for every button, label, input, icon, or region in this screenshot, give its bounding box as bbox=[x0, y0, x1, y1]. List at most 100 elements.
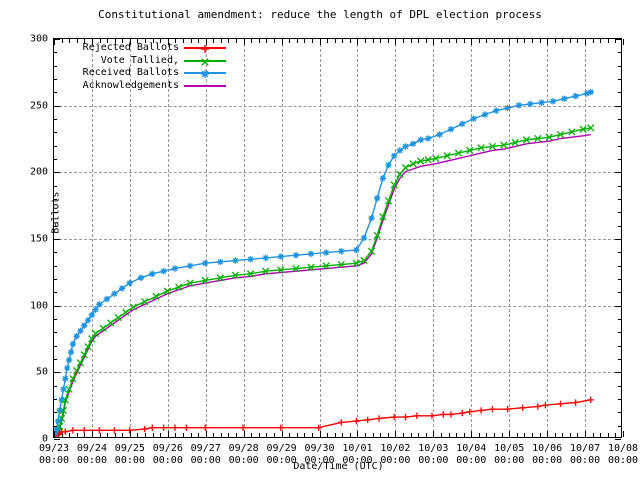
x-minor-tick bbox=[213, 433, 215, 437]
series-marker bbox=[114, 313, 122, 322]
series-marker bbox=[374, 195, 381, 202]
legend-key bbox=[184, 67, 226, 79]
y-minor-tick bbox=[54, 65, 57, 67]
x-tick-label: 09/24 00:00 bbox=[77, 443, 107, 467]
x-minor-tick bbox=[91, 39, 93, 43]
series-marker bbox=[409, 160, 417, 168]
x-minor-tick bbox=[516, 39, 518, 43]
x-minor-tick bbox=[448, 39, 450, 43]
series-line bbox=[55, 399, 591, 437]
x-minor-tick bbox=[569, 433, 571, 437]
x-tick-date: 10/05 bbox=[494, 443, 525, 454]
x-minor-tick bbox=[418, 433, 420, 437]
series-marker bbox=[202, 424, 209, 431]
series-marker bbox=[217, 258, 224, 266]
x-tick-date: 09/29 bbox=[266, 443, 297, 454]
x-minor-tick bbox=[91, 433, 93, 437]
x-minor-tick bbox=[418, 39, 420, 43]
y-minor-tick bbox=[618, 292, 621, 294]
y-minor-tick bbox=[54, 225, 57, 227]
x-minor-tick bbox=[547, 433, 549, 437]
x-minor-tick bbox=[76, 39, 78, 43]
x-minor-tick bbox=[114, 433, 116, 437]
series-marker bbox=[54, 429, 59, 437]
y-minor-tick bbox=[618, 332, 621, 334]
y-minor-tick bbox=[54, 159, 57, 160]
series-marker bbox=[384, 197, 393, 205]
legend-item[interactable]: Acknowledgements bbox=[57, 80, 226, 93]
x-minor-tick bbox=[562, 39, 564, 43]
series-marker bbox=[202, 260, 209, 267]
y-tick-mark bbox=[54, 172, 60, 174]
y-tick-label: 150 bbox=[29, 233, 48, 245]
x-minor-tick bbox=[456, 433, 458, 437]
x-minor-tick bbox=[122, 433, 124, 437]
x-tick-label: 09/30 00:00 bbox=[304, 443, 334, 467]
x-minor-tick bbox=[524, 433, 526, 437]
series-marker bbox=[84, 317, 92, 324]
x-minor-tick bbox=[319, 39, 321, 43]
x-minor-tick bbox=[585, 39, 587, 43]
y-minor-tick bbox=[54, 412, 57, 414]
x-minor-tick bbox=[349, 433, 351, 437]
series-marker bbox=[73, 367, 81, 375]
y-minor-tick bbox=[618, 265, 621, 267]
x-tick-label: 10/05 00:00 bbox=[494, 443, 524, 467]
x-tick-label: 10/08 00:00 bbox=[608, 443, 638, 467]
series-marker bbox=[246, 270, 255, 278]
series-marker bbox=[111, 290, 118, 297]
x-minor-tick bbox=[236, 39, 238, 43]
grid-line-horizontal bbox=[54, 239, 621, 240]
series-marker bbox=[183, 424, 190, 431]
series-marker bbox=[428, 412, 436, 419]
x-tick-label: 10/06 00:00 bbox=[532, 443, 562, 467]
x-minor-tick bbox=[365, 39, 367, 43]
series-marker bbox=[60, 386, 67, 393]
series-marker bbox=[77, 327, 84, 335]
series-marker bbox=[447, 411, 455, 418]
series-marker bbox=[391, 152, 398, 159]
x-minor-tick bbox=[600, 433, 602, 437]
series-marker bbox=[549, 98, 557, 105]
grid-line-vertical bbox=[205, 39, 207, 437]
series-marker bbox=[368, 214, 375, 222]
legend-item[interactable]: Received Ballots bbox=[57, 67, 226, 80]
series-marker bbox=[385, 161, 392, 169]
x-minor-tick bbox=[615, 39, 617, 43]
x-minor-tick bbox=[425, 39, 427, 43]
y-tick-mark bbox=[54, 105, 60, 107]
legend-item[interactable]: Vote Tallied, bbox=[57, 55, 226, 68]
series-marker bbox=[141, 298, 149, 306]
x-minor-tick bbox=[152, 39, 154, 43]
series-marker bbox=[160, 424, 167, 431]
series-marker bbox=[73, 332, 80, 340]
y-minor-tick bbox=[618, 385, 621, 387]
series-marker bbox=[587, 396, 594, 404]
x-minor-tick bbox=[190, 39, 192, 43]
x-minor-tick bbox=[198, 39, 200, 43]
grid-line-horizontal bbox=[54, 105, 621, 107]
y-minor-tick bbox=[54, 359, 57, 360]
grid-line-vertical bbox=[357, 39, 359, 437]
series-marker bbox=[424, 156, 432, 164]
x-minor-tick bbox=[182, 433, 184, 437]
y-tick-mark bbox=[615, 105, 621, 107]
x-minor-tick bbox=[334, 39, 336, 43]
y-minor-tick bbox=[54, 265, 57, 267]
legend-label: Acknowledgements bbox=[82, 79, 179, 91]
data-series-layer bbox=[54, 88, 595, 437]
y-tick-mark bbox=[615, 372, 621, 374]
x-minor-tick bbox=[107, 433, 109, 437]
series-marker bbox=[572, 399, 579, 406]
legend-marker-star-icon bbox=[201, 70, 209, 79]
series-marker bbox=[231, 271, 240, 279]
y-minor-tick bbox=[54, 332, 57, 334]
y-tick-mark bbox=[54, 239, 60, 240]
series-marker bbox=[425, 135, 432, 142]
series-marker bbox=[391, 413, 398, 421]
series-marker bbox=[493, 107, 500, 114]
legend-item[interactable]: Rejected Ballots bbox=[57, 42, 226, 55]
series-marker bbox=[477, 144, 485, 152]
series-marker bbox=[373, 231, 381, 239]
x-minor-tick bbox=[395, 433, 397, 437]
